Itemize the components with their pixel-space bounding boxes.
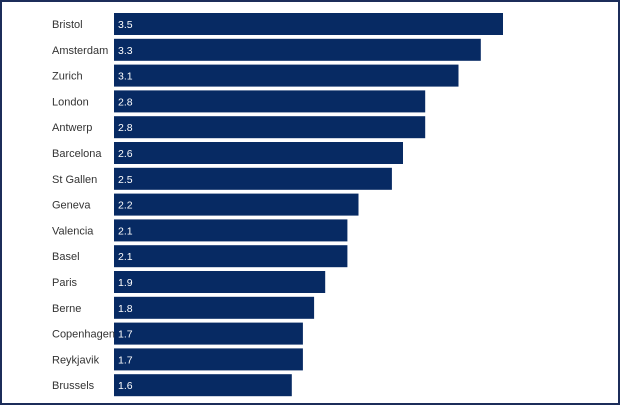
category-label: Antwerp <box>52 122 92 134</box>
bar <box>114 90 426 113</box>
bar-row: Bristol 3.5 <box>52 13 503 35</box>
bar <box>114 116 426 139</box>
bar <box>114 245 348 268</box>
bar <box>114 38 481 61</box>
value-label: 1.7 <box>118 354 133 366</box>
value-label: 3.3 <box>118 45 133 57</box>
category-label: Paris <box>52 277 78 289</box>
category-label: Barcelona <box>52 148 102 160</box>
value-label: 1.8 <box>118 303 133 315</box>
value-label: 1.6 <box>118 380 133 392</box>
category-label: Valencia <box>52 225 94 237</box>
value-label: 1.7 <box>118 329 133 341</box>
bar-row: Basel 2.1 <box>52 245 348 268</box>
category-label: Brussels <box>52 380 95 392</box>
value-label: 2.1 <box>118 225 133 237</box>
bar <box>114 13 503 35</box>
category-label: Amsterdam <box>52 45 108 57</box>
bar-row: Reykjavik 1.7 <box>52 348 303 371</box>
bar <box>114 142 403 164</box>
value-label: 2.8 <box>118 122 133 134</box>
value-label: 3.5 <box>118 19 133 31</box>
bar-row: St Gallen 2.5 <box>52 167 392 190</box>
bar-row: Geneva 2.2 <box>52 193 359 216</box>
category-label: Basel <box>52 251 80 263</box>
bar <box>114 167 392 190</box>
category-label: Zurich <box>52 71 83 83</box>
value-label: 2.5 <box>118 174 133 186</box>
bar-row: Valencia 2.1 <box>52 219 348 242</box>
bar-row: Brussels 1.6 <box>52 374 292 397</box>
bar <box>114 322 303 345</box>
bar-row: Zurich 3.1 <box>52 64 459 87</box>
bar <box>114 348 303 371</box>
bar-row: Paris 1.9 <box>52 271 326 293</box>
category-label: Bristol <box>52 19 83 31</box>
value-label: 2.8 <box>118 96 133 108</box>
category-label: Geneva <box>52 200 91 212</box>
bar <box>114 271 326 293</box>
bar <box>114 64 459 87</box>
bar <box>114 219 348 242</box>
value-label: 2.6 <box>118 148 133 160</box>
bar-row: Berne 1.8 <box>52 296 315 319</box>
bar-row: Barcelona 2.6 <box>52 142 403 164</box>
category-label: Copenhagen <box>52 329 115 341</box>
bar <box>114 193 359 216</box>
value-label: 3.1 <box>118 71 133 83</box>
bar-row: Copenhagen 1.7 <box>52 322 303 345</box>
value-label: 1.9 <box>118 277 133 289</box>
bar-row: London 2.8 <box>52 90 426 113</box>
category-label: Reykjavik <box>52 354 100 366</box>
bar-row: Amsterdam 3.3 <box>52 38 481 61</box>
value-label: 2.1 <box>118 251 133 263</box>
category-label: London <box>52 96 89 108</box>
category-label: St Gallen <box>52 174 97 186</box>
bar <box>114 296 315 319</box>
value-label: 2.2 <box>118 200 133 212</box>
bar <box>114 374 292 397</box>
bar-row: Antwerp 2.8 <box>52 116 426 139</box>
category-label: Berne <box>52 303 81 315</box>
